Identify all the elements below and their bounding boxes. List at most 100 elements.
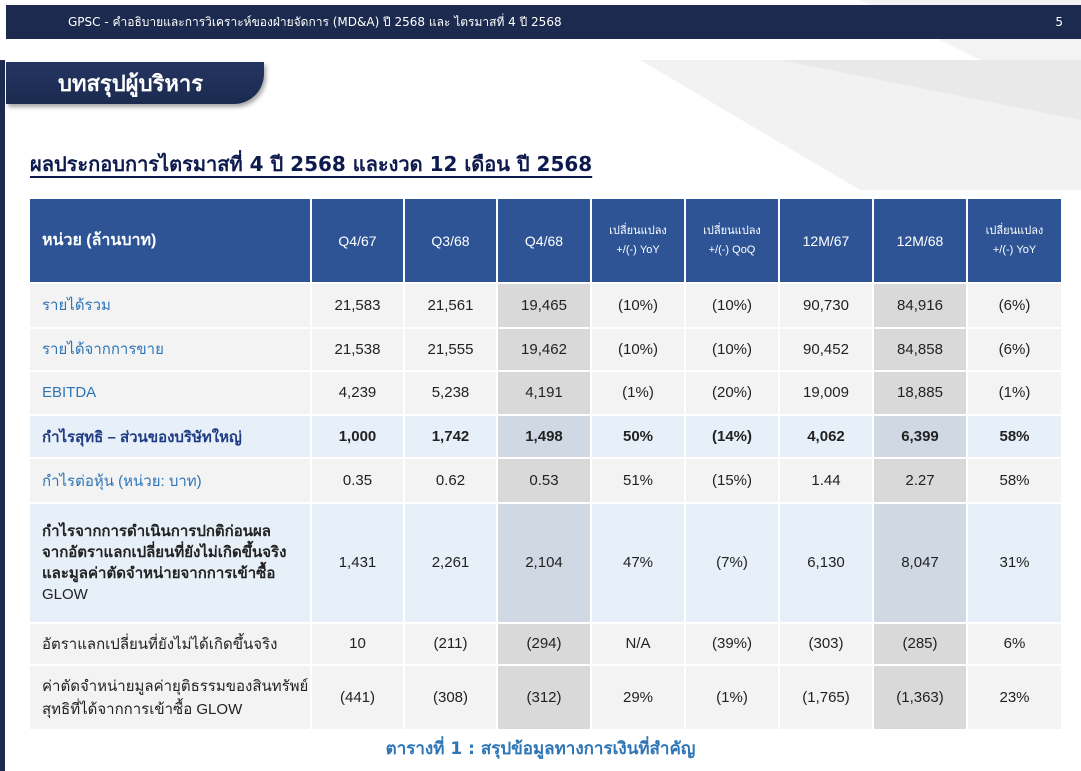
cell-q3-68: 1,742 <box>403 413 498 460</box>
cell-q4-67: 1,431 <box>310 501 405 624</box>
cell-12m-68: 84,916 <box>872 282 968 329</box>
cell-q4-67: 1,000 <box>310 413 405 460</box>
row-label: อัตราแลกเปลี่ยนที่ยังไม่ได้เกิดขึ้นจริง <box>28 621 312 667</box>
header-q3-68: Q3/68 <box>403 197 498 284</box>
cell-12m-67: 19,009 <box>778 370 874 416</box>
cell-q4-68: 0.53 <box>496 457 592 504</box>
cell-12m-67: 90,452 <box>778 326 874 373</box>
header-change-12m-line2: +/(-) YoY <box>992 243 1037 256</box>
cell-q4-68: 19,465 <box>496 282 592 329</box>
cell-change-qoq: (39%) <box>684 621 780 667</box>
row-label: รายได้จากการขาย <box>28 326 312 373</box>
cell-q3-68: 21,561 <box>403 282 498 329</box>
cell-change-yoy: (10%) <box>590 326 686 373</box>
cell-change-12m: 58% <box>966 413 1063 460</box>
header-q4-68: Q4/68 <box>496 197 592 284</box>
cell-q4-67: 21,538 <box>310 326 405 373</box>
header-change-qoq: เปลี่ยนแปลง +/(-) QoQ <box>684 197 780 284</box>
header-unit: หน่วย (ล้านบาท) <box>28 197 312 284</box>
left-accent-strip <box>0 60 5 771</box>
header-q4-67: Q4/67 <box>310 197 405 284</box>
header-change-qoq-line1: เปลี่ยนแปลง <box>703 224 761 237</box>
cell-q4-68: (294) <box>496 621 592 667</box>
row-label-line: กำไรจากการดำเนินการปกติก่อนผล <box>42 522 271 540</box>
row-label-line: จากอัตราแลกเปลี่ยนที่ยังไม่เกิดขึ้นจริง <box>42 543 287 561</box>
header-bar: GPSC - คำอธิบายและการวิเคราะห์ของฝ่ายจัด… <box>6 5 1081 39</box>
cell-12m-68: 6,399 <box>872 413 968 460</box>
table-row: รายได้รวม 21,583 21,561 19,465 (10%) (10… <box>28 282 1063 329</box>
cell-change-qoq: (20%) <box>684 370 780 416</box>
cell-12m-68: 2.27 <box>872 457 968 504</box>
cell-change-yoy: (10%) <box>590 282 686 329</box>
page-number: 5 <box>1055 15 1063 29</box>
header-change-qoq-line2: +/(-) QoQ <box>708 243 756 256</box>
cell-12m-67: 4,062 <box>778 413 874 460</box>
cell-change-qoq: (15%) <box>684 457 780 504</box>
header-12m-67: 12M/67 <box>778 197 874 284</box>
table-row: EBITDA 4,239 5,238 4,191 (1%) (20%) 19,0… <box>28 370 1063 416</box>
row-label: กำไรสุทธิ – ส่วนของบริษัทใหญ่ <box>28 413 312 460</box>
cell-q3-68: 21,555 <box>403 326 498 373</box>
cell-change-qoq: (10%) <box>684 326 780 373</box>
cell-change-12m: 6% <box>966 621 1063 667</box>
cell-change-12m: 23% <box>966 664 1063 731</box>
row-label-line: สุทธิที่ได้จากการเข้าซื้อ GLOW <box>42 700 243 718</box>
cell-q3-68: (211) <box>403 621 498 667</box>
cell-q4-67: 10 <box>310 621 405 667</box>
cell-q3-68: (308) <box>403 664 498 731</box>
cell-change-yoy: (1%) <box>590 370 686 416</box>
table-row: ค่าตัดจำหน่ายมูลค่ายุติธรรมของสินทรัพย์ … <box>28 664 1063 731</box>
cell-change-yoy: 50% <box>590 413 686 460</box>
cell-change-12m: (6%) <box>966 282 1063 329</box>
cell-change-12m: 31% <box>966 501 1063 624</box>
cell-12m-67: 90,730 <box>778 282 874 329</box>
table-row: อัตราแลกเปลี่ยนที่ยังไม่ได้เกิดขึ้นจริง … <box>28 621 1063 667</box>
cell-12m-68: (1,363) <box>872 664 968 731</box>
cell-change-12m: (6%) <box>966 326 1063 373</box>
cell-q4-68: 2,104 <box>496 501 592 624</box>
cell-q4-67: 4,239 <box>310 370 405 416</box>
table-row-highlight: กำไรจากการดำเนินการปกติก่อนผล จากอัตราแล… <box>28 501 1063 624</box>
section-tab: บทสรุปผู้บริหาร <box>6 62 264 104</box>
cell-q4-67: 21,583 <box>310 282 405 329</box>
cell-change-yoy: 29% <box>590 664 686 731</box>
cell-12m-68: (285) <box>872 621 968 667</box>
cell-change-yoy: 47% <box>590 501 686 624</box>
row-label: กำไรจากการดำเนินการปกติก่อนผล จากอัตราแล… <box>28 501 312 624</box>
header-change-yoy-line2: +/(-) YoY <box>616 243 660 256</box>
cell-12m-67: (303) <box>778 621 874 667</box>
table-row: รายได้จากการขาย 21,538 21,555 19,462 (10… <box>28 326 1063 373</box>
row-label: EBITDA <box>28 370 312 416</box>
cell-12m-68: 84,858 <box>872 326 968 373</box>
cell-q4-68: 1,498 <box>496 413 592 460</box>
cell-12m-67: (1,765) <box>778 664 874 731</box>
cell-change-qoq: (7%) <box>684 501 780 624</box>
header-change-yoy: เปลี่ยนแปลง +/(-) YoY <box>590 197 686 284</box>
row-label: ค่าตัดจำหน่ายมูลค่ายุติธรรมของสินทรัพย์ … <box>28 664 312 731</box>
cell-q4-67: 0.35 <box>310 457 405 504</box>
cell-q4-68: 4,191 <box>496 370 592 416</box>
cell-change-12m: 58% <box>966 457 1063 504</box>
cell-q3-68: 2,261 <box>403 501 498 624</box>
cell-12m-68: 8,047 <box>872 501 968 624</box>
cell-q3-68: 0.62 <box>403 457 498 504</box>
cell-q3-68: 5,238 <box>403 370 498 416</box>
table-row-highlight: กำไรสุทธิ – ส่วนของบริษัทใหญ่ 1,000 1,74… <box>28 413 1063 460</box>
cell-change-yoy: N/A <box>590 621 686 667</box>
cell-change-qoq: (1%) <box>684 664 780 731</box>
cell-q4-68: (312) <box>496 664 592 731</box>
cell-change-12m: (1%) <box>966 370 1063 416</box>
cell-change-yoy: 51% <box>590 457 686 504</box>
cell-change-qoq: (14%) <box>684 413 780 460</box>
header-title: GPSC - คำอธิบายและการวิเคราะห์ของฝ่ายจัด… <box>68 14 562 29</box>
row-label-line: ค่าตัดจำหน่ายมูลค่ายุติธรรมของสินทรัพย์ <box>42 677 309 695</box>
cell-q4-67: (441) <box>310 664 405 731</box>
cell-12m-68: 18,885 <box>872 370 968 416</box>
cell-change-qoq: (10%) <box>684 282 780 329</box>
row-label-line: และมูลค่าตัดจำหน่ายจากการเข้าซื้อ <box>42 564 276 582</box>
table-caption: ตารางที่ 1 : สรุปข้อมูลทางการเงินที่สำคั… <box>385 739 696 759</box>
table-header-row: หน่วย (ล้านบาท) Q4/67 Q3/68 Q4/68 เปลี่ย… <box>28 197 1063 284</box>
cell-12m-67: 1.44 <box>778 457 874 504</box>
page-title: ผลประกอบการไตรมาสที่ 4 ปี 2568 และงวด 12… <box>30 152 593 176</box>
header-12m-68: 12M/68 <box>872 197 968 284</box>
